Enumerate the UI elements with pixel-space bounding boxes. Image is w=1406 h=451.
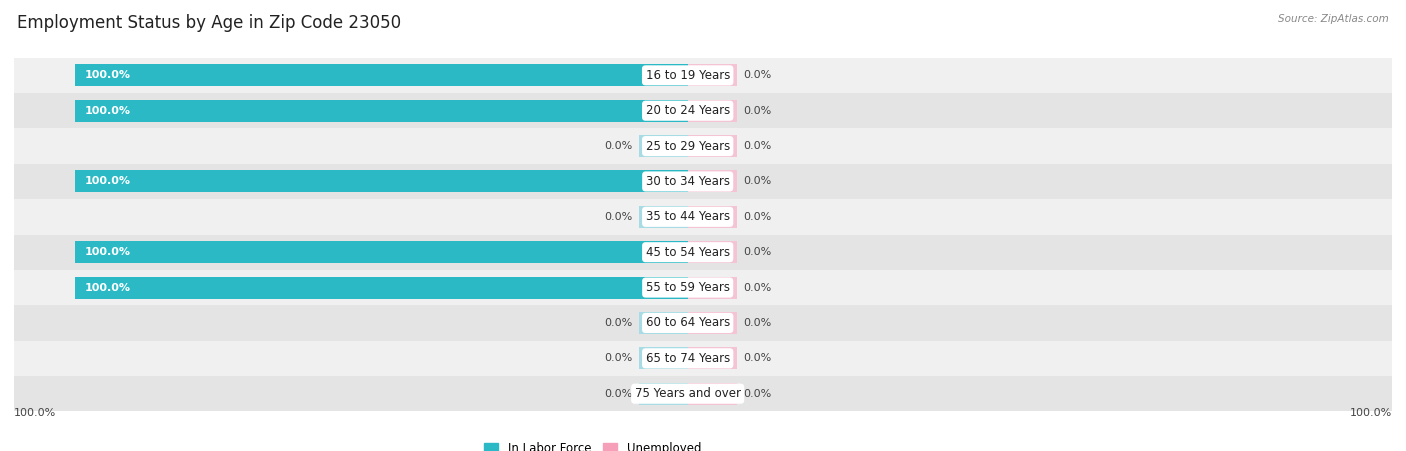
Text: 0.0%: 0.0%	[605, 353, 633, 364]
Text: 0.0%: 0.0%	[605, 389, 633, 399]
Text: 20 to 24 Years: 20 to 24 Years	[645, 104, 730, 117]
Bar	[638, 383, 688, 405]
Text: 55 to 59 Years: 55 to 59 Years	[645, 281, 730, 294]
Text: 100.0%: 100.0%	[84, 247, 131, 257]
Text: 100.0%: 100.0%	[1350, 408, 1392, 418]
Text: Employment Status by Age in Zip Code 23050: Employment Status by Age in Zip Code 230…	[17, 14, 401, 32]
Text: 25 to 29 Years: 25 to 29 Years	[645, 140, 730, 152]
Text: 0.0%: 0.0%	[742, 247, 770, 257]
Bar	[638, 312, 688, 334]
Legend: In Labor Force, Unemployed: In Labor Force, Unemployed	[479, 437, 706, 451]
Bar	[14, 305, 1392, 341]
Bar	[688, 135, 737, 157]
Bar	[76, 64, 688, 86]
Bar	[638, 347, 688, 369]
Bar	[14, 199, 1392, 235]
Bar	[688, 312, 737, 334]
Bar	[76, 100, 688, 122]
Text: 45 to 54 Years: 45 to 54 Years	[645, 246, 730, 259]
Bar	[688, 383, 737, 405]
Text: 0.0%: 0.0%	[742, 176, 770, 186]
Text: 0.0%: 0.0%	[742, 353, 770, 364]
Bar	[688, 206, 737, 228]
Text: 30 to 34 Years: 30 to 34 Years	[645, 175, 730, 188]
Text: 16 to 19 Years: 16 to 19 Years	[645, 69, 730, 82]
Text: 0.0%: 0.0%	[742, 106, 770, 116]
Bar	[688, 347, 737, 369]
Bar	[688, 100, 737, 122]
Text: 100.0%: 100.0%	[84, 176, 131, 186]
Bar	[14, 270, 1392, 305]
Text: 0.0%: 0.0%	[742, 212, 770, 222]
Text: 0.0%: 0.0%	[605, 141, 633, 151]
Text: Source: ZipAtlas.com: Source: ZipAtlas.com	[1278, 14, 1389, 23]
Text: 75 Years and over: 75 Years and over	[634, 387, 741, 400]
Text: 100.0%: 100.0%	[84, 70, 131, 80]
Bar	[688, 64, 737, 86]
Text: 0.0%: 0.0%	[742, 70, 770, 80]
Text: 65 to 74 Years: 65 to 74 Years	[645, 352, 730, 365]
Bar	[76, 170, 688, 193]
Bar	[688, 170, 737, 193]
Text: 0.0%: 0.0%	[742, 389, 770, 399]
Text: 100.0%: 100.0%	[84, 283, 131, 293]
Text: 0.0%: 0.0%	[742, 318, 770, 328]
Text: 35 to 44 Years: 35 to 44 Years	[645, 210, 730, 223]
Bar	[638, 135, 688, 157]
Text: 100.0%: 100.0%	[84, 106, 131, 116]
Bar	[638, 206, 688, 228]
Bar	[14, 235, 1392, 270]
Bar	[14, 164, 1392, 199]
Bar	[14, 58, 1392, 93]
Bar	[688, 241, 737, 263]
Text: 0.0%: 0.0%	[742, 283, 770, 293]
Text: 100.0%: 100.0%	[14, 408, 56, 418]
Bar	[76, 276, 688, 299]
Bar	[14, 341, 1392, 376]
Bar	[14, 93, 1392, 129]
Bar	[688, 276, 737, 299]
Bar	[76, 241, 688, 263]
Bar	[14, 129, 1392, 164]
Text: 0.0%: 0.0%	[605, 212, 633, 222]
Text: 0.0%: 0.0%	[742, 141, 770, 151]
Text: 60 to 64 Years: 60 to 64 Years	[645, 317, 730, 329]
Text: 0.0%: 0.0%	[605, 318, 633, 328]
Bar	[14, 376, 1392, 411]
